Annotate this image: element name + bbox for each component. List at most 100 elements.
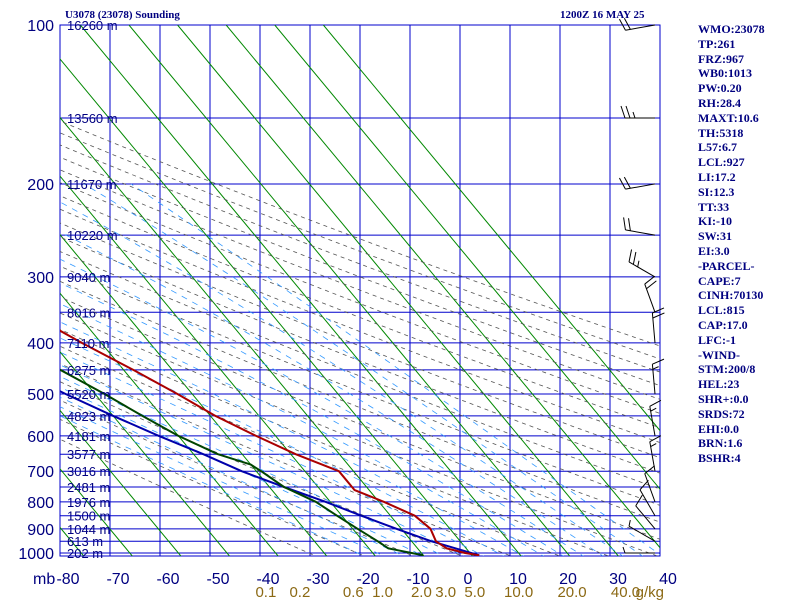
temperature-tick-label: 20 (559, 571, 577, 588)
isotherm-line (60, 233, 328, 556)
temperature-tick-label: -10 (406, 571, 429, 588)
stat-line: PW:0.20 (698, 81, 742, 96)
pressure-label: 600 (27, 429, 54, 446)
wind-barb (649, 399, 662, 436)
pressure-label: 200 (27, 177, 54, 194)
temperature-tick-label: -50 (206, 571, 229, 588)
mixing-ratio-label: 5.0 (464, 584, 485, 600)
mixing-ratio-label: 3.0 (435, 584, 456, 600)
pressure-unit-label: mb (33, 571, 55, 588)
stat-line: CAPE:7 (698, 273, 741, 288)
temperature-tick-label: 10 (509, 571, 527, 588)
isotherm-line (79, 25, 522, 556)
wind-barb-flag (649, 399, 662, 407)
stat-line: KI:-10 (698, 214, 732, 229)
wind-barb (651, 307, 665, 343)
stat-line: SRDS:72 (698, 406, 745, 421)
stat-line: -WIND- (698, 347, 740, 362)
wind-barb-half-flag (632, 111, 636, 119)
stat-line: BRN:1.6 (698, 436, 743, 451)
height-label: 4823 m (67, 409, 110, 424)
stat-line: LI:17.2 (698, 169, 736, 184)
plot-frame (59, 24, 661, 557)
moist-adiabat (60, 415, 366, 556)
stat-line: STM:200/8 (698, 362, 756, 377)
pressure-label: 1000 (18, 546, 54, 563)
mixing-ratio-label: 20.0 (557, 584, 586, 600)
mixing-ratio-label: 10.0 (504, 584, 533, 600)
moist-adiabat (60, 351, 485, 556)
wind-barb (618, 17, 656, 31)
height-label: 613 m (67, 534, 103, 549)
isotherm-line (274, 25, 660, 490)
isotherm-line (177, 25, 619, 556)
mixing-ratio-label: 40.0 (611, 584, 640, 600)
wind-barb (628, 519, 656, 542)
mixing-ratio-label: 1.0 (372, 584, 393, 600)
height-label: 1044 m (67, 522, 110, 537)
moist-adiabat (60, 258, 584, 556)
dry-adiabat (60, 399, 415, 556)
temperature-tick-label: 30 (609, 571, 627, 588)
dewpoint-profile (60, 368, 424, 556)
height-label: 8016 m (67, 305, 110, 320)
dry-adiabat (60, 438, 317, 556)
moist-adiabat (60, 231, 604, 556)
isotherm-line (225, 25, 660, 549)
moist-adiabat (60, 396, 405, 556)
height-label: 3577 m (67, 447, 110, 462)
dry-adiabat (60, 251, 660, 490)
moist-adiabat (60, 386, 425, 556)
wind-barb (639, 479, 656, 516)
dry-adiabat (60, 132, 660, 360)
wind-barb-staff (644, 473, 656, 503)
temperature-tick-label: 0 (464, 571, 473, 588)
stat-line: WB0:1013 (698, 66, 752, 81)
wind-barb (628, 249, 656, 278)
wind-barb (623, 217, 656, 236)
wind-barb (635, 494, 656, 530)
height-label: 9040 m (67, 270, 110, 285)
wind-barb-staff (635, 505, 656, 530)
dry-adiabat (60, 195, 660, 429)
wind-barb-flag (628, 249, 633, 263)
stat-line: SW:31 (698, 229, 733, 244)
stat-line: TT:33 (698, 199, 730, 214)
height-label: 1500 m (67, 509, 110, 524)
temperature-tick-label: -30 (306, 571, 329, 588)
moist-adiabat (130, 183, 660, 556)
dry-adiabat (60, 418, 366, 556)
wind-barb-staff (639, 489, 656, 516)
pressure-label: 900 (27, 522, 54, 539)
height-label: 13560 m (67, 111, 118, 126)
wind-barb-flag (646, 280, 657, 290)
wind-barb-staff (649, 406, 656, 436)
mixing-ratio-label: 0.6 (343, 584, 364, 600)
height-label: 5520 m (67, 387, 110, 402)
wind-barb-half-flag (622, 546, 626, 554)
stability-indices: WMO:23078 TP:261 FRZ:967 WB0:1013 PW:0.20 RH:… (698, 22, 798, 466)
isotherm-line (60, 468, 133, 556)
dry-adiabat (60, 363, 513, 556)
wind-barb-staff (649, 441, 656, 472)
pressure-label: 800 (27, 495, 54, 512)
wind-barb-flag (644, 465, 655, 475)
moist-adiabat (60, 376, 445, 556)
height-label: 16260 m (67, 18, 118, 33)
wind-barb-flag (618, 177, 626, 190)
mixing-ratio-label: g/kg (636, 584, 664, 600)
wind-barb-flag (623, 176, 631, 189)
temperature-profile (60, 329, 480, 556)
stat-line: CAP:17.0 (698, 317, 748, 332)
wind-barb-flag (652, 312, 665, 319)
stat-line: LFC:-1 (698, 332, 736, 347)
stat-line: LCL:815 (698, 303, 745, 318)
wind-barb-half-flag (650, 443, 657, 448)
isotherm-line (322, 25, 660, 432)
mixing-ratio-label: 0.1 (255, 584, 276, 600)
wind-barb-flag (639, 479, 649, 491)
wind-barb-flag (635, 494, 643, 507)
isotherm-line (60, 351, 231, 556)
wind-barb-half-flag (652, 366, 659, 370)
